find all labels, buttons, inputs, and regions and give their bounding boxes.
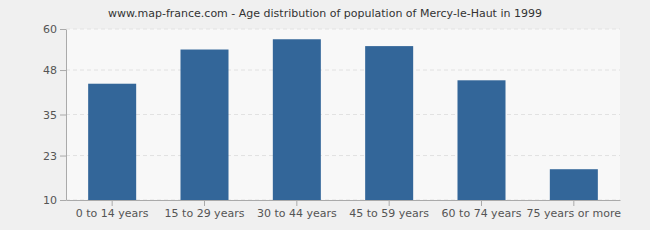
x-tick: 60 to 74 years <box>442 200 522 220</box>
y-tick-mark <box>60 156 66 157</box>
y-tick: 35 <box>43 109 66 122</box>
x-tick-label: 0 to 14 years <box>76 207 149 220</box>
background <box>0 0 650 230</box>
y-tick-mark <box>60 70 66 71</box>
y-tick-mark <box>60 29 66 30</box>
x-tick: 0 to 14 years <box>76 200 149 220</box>
y-tick: 10 <box>43 194 66 207</box>
x-tick-mark <box>389 200 390 206</box>
x-tick: 75 years or more <box>527 200 622 220</box>
y-tick-label: 23 <box>43 150 57 163</box>
x-tick-mark <box>296 200 297 206</box>
y-tick: 60 <box>43 23 66 36</box>
bar <box>273 39 321 200</box>
x-tick-mark <box>573 200 574 206</box>
x-tick-mark <box>112 200 113 206</box>
grid <box>66 29 620 200</box>
x-tick-label: 45 to 59 years <box>349 207 429 220</box>
bar <box>365 46 413 200</box>
y-tick-mark <box>60 115 66 116</box>
plot-area <box>66 29 620 200</box>
y-tick: 48 <box>43 64 66 77</box>
y-axis: 10 23 35 48 60 <box>43 23 67 207</box>
grid-line <box>66 70 620 71</box>
y-axis-line <box>66 30 67 201</box>
grid-line <box>66 114 620 115</box>
y-tick-mark <box>60 200 66 201</box>
y-tick: 23 <box>43 150 66 163</box>
x-tick-label: 30 to 44 years <box>257 207 337 220</box>
bar <box>550 169 598 200</box>
bar <box>180 50 228 200</box>
title: www.map-france.com - Age distribution of… <box>108 7 542 20</box>
x-tick-mark <box>481 200 482 206</box>
chart: 10 23 35 48 60 0 to 14 years 15 to 29 years 30 … <box>0 0 650 230</box>
x-tick: 45 to 59 years <box>349 200 429 220</box>
plot: 10 23 35 48 60 0 to 14 years 15 to 29 years 30 … <box>43 23 621 220</box>
x-tick-mark <box>204 200 205 206</box>
grid-line <box>66 155 620 156</box>
x-tick: 15 to 29 years <box>165 200 245 220</box>
x-axis: 0 to 14 years 15 to 29 years 30 to 44 year… <box>67 200 622 220</box>
y-tick-label: 60 <box>43 23 57 36</box>
bars <box>88 39 598 200</box>
y-tick-label: 10 <box>43 194 57 207</box>
y-tick-label: 35 <box>43 109 57 122</box>
x-tick-label: 60 to 74 years <box>442 207 522 220</box>
grid-line <box>66 200 620 201</box>
y-tick-label: 48 <box>43 64 57 77</box>
grid-line <box>66 29 620 30</box>
x-tick-label: 15 to 29 years <box>165 207 245 220</box>
x-axis-line <box>67 200 621 201</box>
bar <box>88 84 136 200</box>
bar <box>457 80 505 200</box>
x-tick: 30 to 44 years <box>257 200 337 220</box>
x-tick-label: 75 years or more <box>527 207 622 220</box>
